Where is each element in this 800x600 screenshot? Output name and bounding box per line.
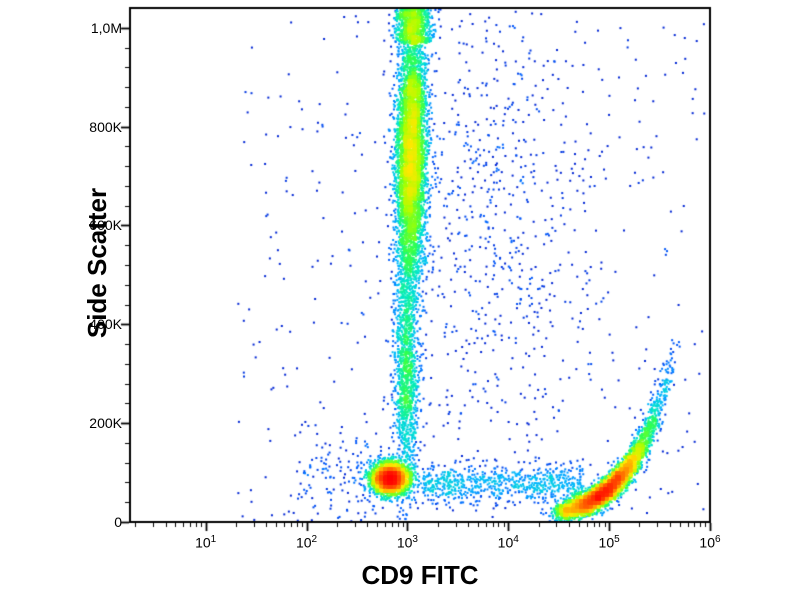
x-tick-label-10e1: 101 (195, 534, 217, 551)
x-axis-title: CD9 FITC (361, 560, 479, 590)
y-tick-label-0: 0 (114, 514, 122, 530)
x-tick-label-10e4: 104 (497, 534, 519, 551)
x-tick-label-10e3: 103 (396, 534, 418, 551)
y-tick-label-800K: 800K (89, 118, 122, 135)
y-tick-label-600K: 600K (89, 217, 122, 234)
y-tick-label-200K: 200K (89, 415, 122, 432)
y-tick-label-400K: 400K (89, 316, 122, 333)
x-tick-label-10e2: 102 (295, 534, 318, 551)
x-tick-label-10e6: 106 (699, 534, 721, 551)
y-tick-label-10M: 1,0M (90, 19, 122, 36)
x-tick-label-10e5: 105 (598, 534, 620, 551)
